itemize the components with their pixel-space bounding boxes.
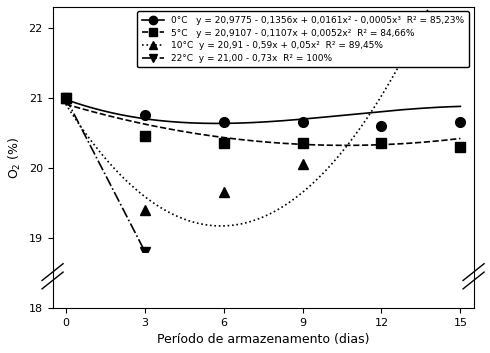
Bar (52, 253, 473, 308)
X-axis label: Período de armazenamento (dias): Período de armazenamento (dias) (157, 333, 369, 346)
Y-axis label: O$_2$ (%): O$_2$ (%) (7, 136, 23, 179)
Legend: 0°C   y = 20,9775 - 0,1356x + 0,0161x² - 0,0005x³  R² = 85,23%, 5°C   y = 20,910: 0°C y = 20,9775 - 0,1356x + 0,0161x² - 0… (137, 11, 469, 67)
